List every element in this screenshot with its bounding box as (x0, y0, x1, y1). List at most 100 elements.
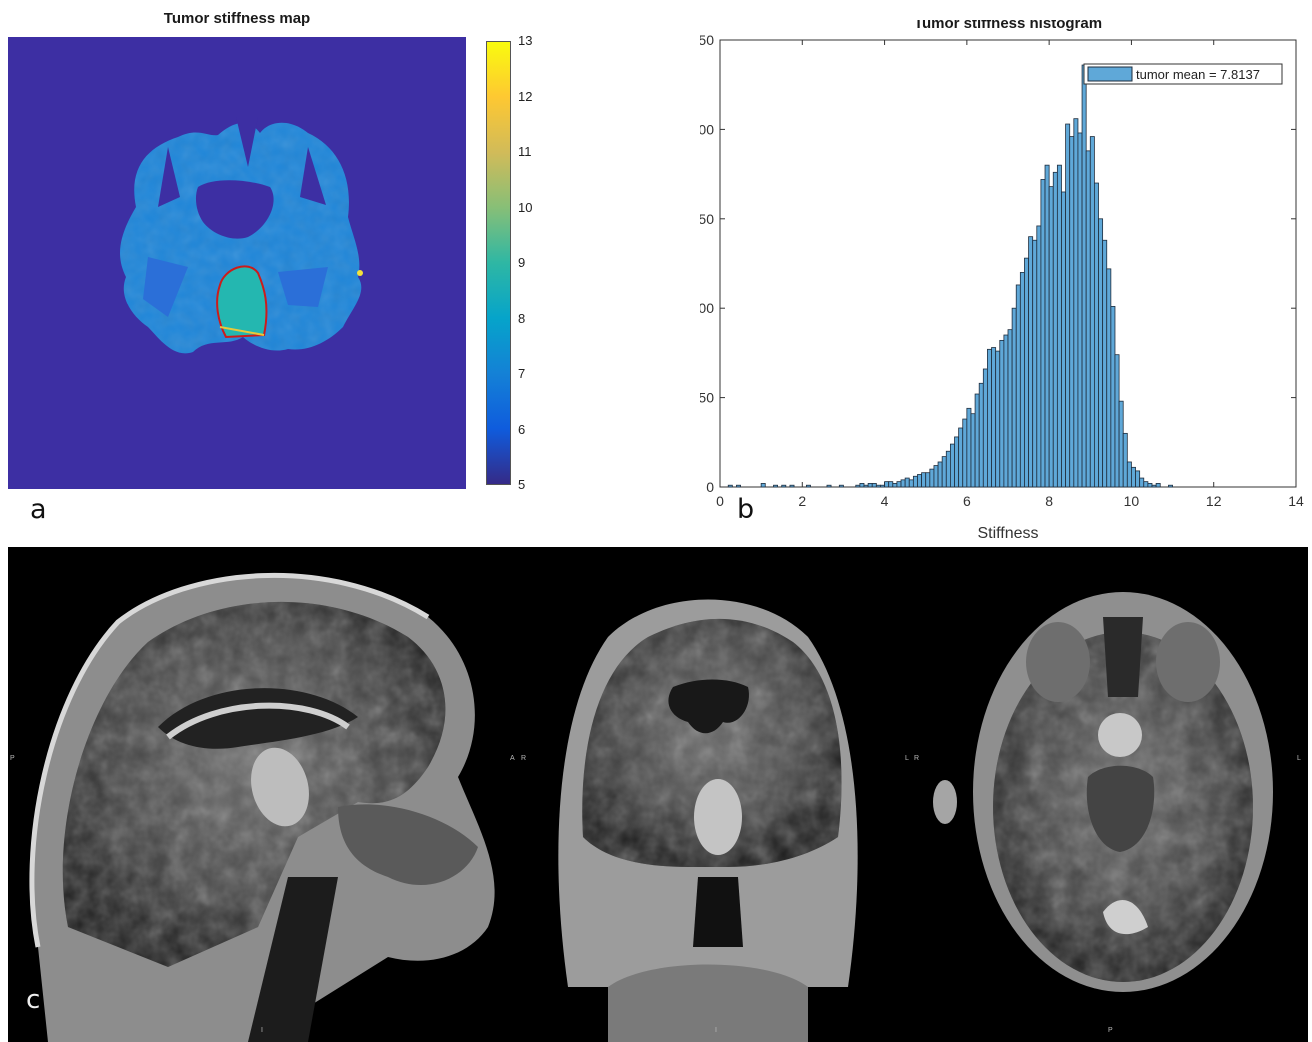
histogram-bar (921, 472, 927, 488)
histogram-bar (962, 418, 968, 488)
histogram-bar (1019, 272, 1025, 488)
panel-letter-b: b (737, 494, 755, 525)
histogram-bar (945, 450, 951, 488)
histogram-bar (1151, 484, 1157, 488)
histogram-bar (1106, 268, 1112, 488)
histogram-bar (1098, 218, 1104, 488)
x-tick-label: 10 (1124, 493, 1140, 509)
y-tick-label: 200 (700, 121, 714, 137)
axial-left-label: R (914, 755, 920, 762)
histogram-bar (1081, 64, 1087, 488)
sagittal-left-label: P (10, 755, 15, 762)
coronal-right-label: L (905, 755, 909, 762)
histogram-bar (1003, 334, 1009, 488)
histogram-bar (1118, 400, 1124, 488)
histogram-bar (1110, 306, 1116, 488)
histogram-bar (736, 484, 741, 488)
coronal-scan (558, 599, 858, 1042)
histogram-bar (888, 481, 894, 488)
histogram-bar (1077, 132, 1083, 488)
histogram-bar (933, 465, 939, 488)
axial-scan (933, 592, 1273, 992)
histogram-bars (727, 64, 1173, 488)
colorbar-tick-label: 11 (518, 144, 532, 159)
histogram-bar (1168, 484, 1173, 488)
histogram-bar (937, 461, 943, 488)
histogram-bar (966, 407, 972, 488)
histogram-bar (900, 479, 906, 488)
colorbar-tick-label: 7 (518, 366, 526, 381)
coronal-left-label: R (521, 755, 527, 762)
histogram-bar (806, 484, 811, 488)
histogram-bar (863, 484, 869, 488)
colorbar-tick-label: 6 (518, 421, 526, 437)
x-tick-label: 0 (716, 493, 724, 509)
histogram-title: Tumor stiffness histogram (914, 20, 1102, 32)
histogram-bar (1122, 432, 1128, 488)
axial-right-label: L (1297, 755, 1301, 762)
histogram-bar (1131, 466, 1136, 488)
x-tick-label: 6 (963, 493, 971, 509)
histogram-bar (1089, 136, 1095, 488)
x-tick-label: 4 (881, 493, 889, 509)
x-tick-label: 14 (1288, 493, 1304, 509)
stiffness-map-image (8, 37, 466, 489)
legend-swatch (1087, 66, 1133, 82)
legend-label: tumor mean = 7.8137 (1136, 67, 1260, 82)
histogram-bar (970, 413, 976, 488)
histogram-bar (999, 339, 1005, 488)
colorbar-tick-label: 10 (518, 199, 533, 215)
histogram-bar (781, 484, 787, 488)
histogram-bar (954, 436, 960, 488)
colorbar (486, 41, 511, 485)
histogram-bar (727, 484, 733, 488)
histogram-bar (1135, 470, 1141, 488)
colorbar-tick-label: 12 (518, 88, 533, 104)
histogram-bar (1007, 329, 1013, 488)
histogram-bar (1126, 461, 1132, 488)
histogram-bar (859, 483, 865, 488)
histogram-bar (1028, 236, 1034, 488)
histogram-bar (1102, 239, 1108, 488)
histogram-bar (987, 348, 992, 488)
histogram-bar (1032, 239, 1038, 488)
histogram-bar (1052, 171, 1058, 488)
histogram-bar (925, 472, 931, 488)
histogram-bar (1011, 307, 1017, 488)
sagittal-right-label: A (510, 755, 515, 762)
x-tick-label: 12 (1206, 493, 1222, 509)
histogram-bar (949, 443, 955, 488)
histogram-bar (1048, 186, 1054, 488)
sagittal-scan (29, 572, 495, 1042)
histogram-bar (1069, 136, 1075, 488)
legend-box (1083, 63, 1283, 85)
histogram-bar (958, 427, 964, 488)
histogram-bar (1015, 284, 1021, 488)
y-tick-label: 100 (700, 300, 714, 316)
histogram-bar (904, 477, 910, 488)
histogram-bar (896, 481, 902, 488)
histogram-bar (1155, 483, 1161, 488)
histogram-bar (1024, 257, 1029, 488)
mri-scans-graphic (29, 572, 1273, 1042)
histogram-bar (912, 475, 918, 488)
histogram-bar (789, 484, 795, 488)
x-tick-label: 2 (798, 493, 806, 509)
histogram-bar (1065, 123, 1071, 488)
histogram-bar (995, 350, 1001, 488)
histogram-bar (1040, 179, 1046, 488)
x-axis-label: Stiffness (977, 525, 1038, 542)
histogram-bar (760, 483, 766, 488)
histogram-bar (867, 483, 873, 488)
histogram-bar (875, 484, 881, 488)
histogram-bar (1139, 477, 1145, 488)
histogram-chart: Tumor stiffness histogram 0 2 4 6 8 10 12 14 0 50… (700, 20, 1304, 542)
histogram-bar (1143, 481, 1149, 488)
histogram-bar (1114, 354, 1120, 488)
panel-letter-a: a (30, 494, 47, 525)
colorbar-tick-label: 13 (518, 33, 533, 48)
histogram-bar (884, 481, 890, 488)
axial-bottom-label: P (1108, 1027, 1113, 1034)
stiffness-map-graphic (120, 117, 363, 354)
histogram-bar (1061, 191, 1067, 488)
